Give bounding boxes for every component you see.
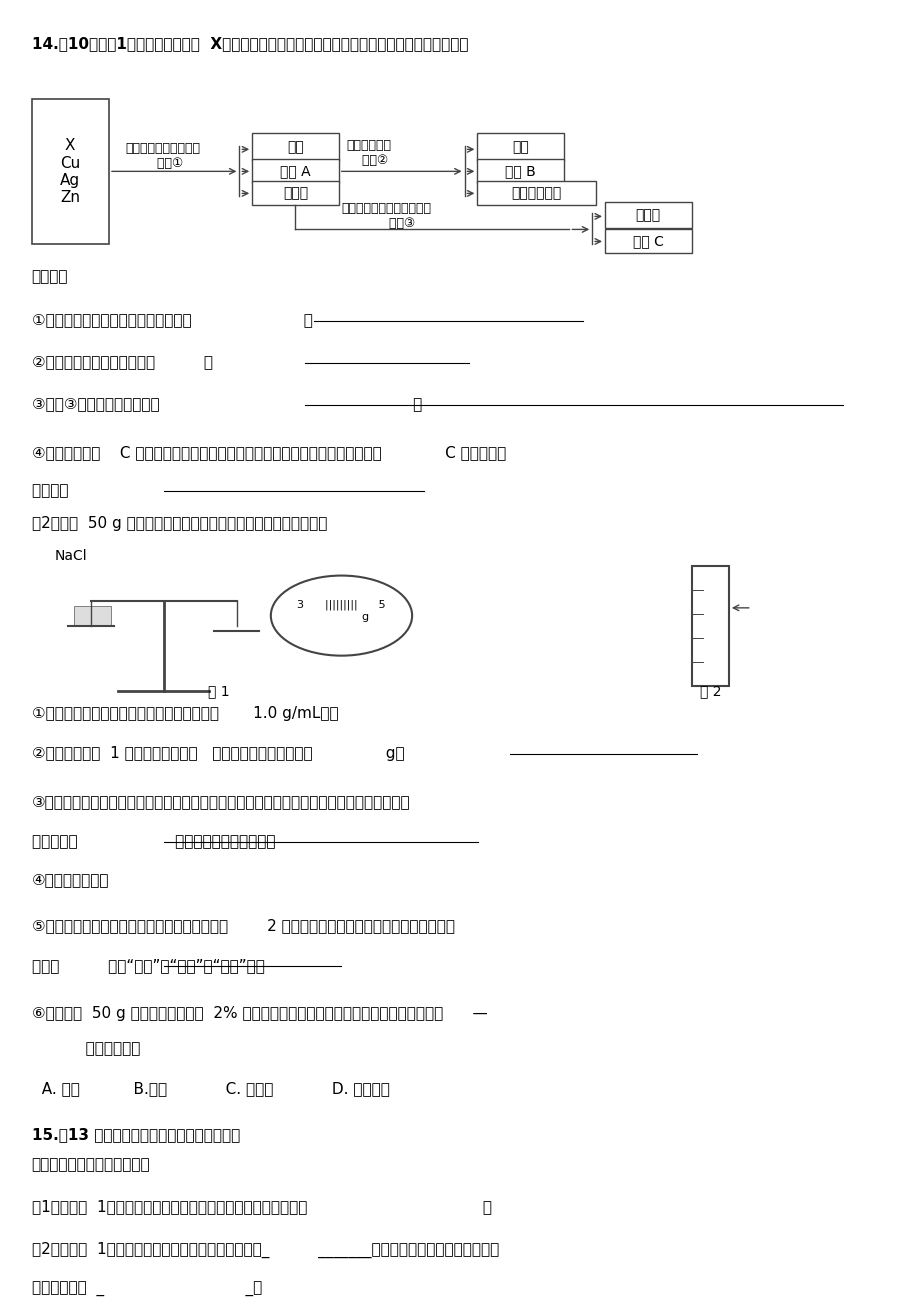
Text: （填标号）。: （填标号）。 [31, 1041, 140, 1056]
FancyBboxPatch shape [692, 566, 728, 686]
Text: 加入过量的锦
    过滤②: 加入过量的锦 过滤② [346, 139, 391, 168]
Text: 图 1: 图 1 [208, 684, 229, 697]
Text: ③溶解：把氯化钓和水全部转移到烧杯中，搔拌至氯化钓全部溶解，配得氯化钓溶液中溶质的: ③溶解：把氯化钓和水全部转移到烧杯中，搔拌至氯化钓全部溶解，配得氯化钓溶液中溶质… [31, 794, 410, 809]
Text: 气体: 气体 [512, 141, 528, 155]
Text: 15.（13 分）化学是一门以实验为基础的学科: 15.（13 分）化学是一门以实验为基础的学科 [31, 1128, 240, 1142]
Text: 固体混合物乙: 固体混合物乙 [511, 186, 562, 200]
FancyBboxPatch shape [252, 181, 338, 206]
Text: ③写出③中反应的化学方程式                                                    ；: ③写出③中反应的化学方程式 ； [31, 397, 421, 411]
Text: 滤液 B: 滤液 B [505, 164, 536, 178]
Text: 量分数          （填“偏大”、“不变”或“偏小”）。: 量分数 （填“偏大”、“不变”或“偏小”）。 [31, 959, 264, 973]
FancyBboxPatch shape [477, 133, 563, 161]
Ellipse shape [270, 575, 412, 656]
Text: 质量分数为                    （写出计算式和结果）。: 质量分数为 （写出计算式和结果）。 [31, 834, 275, 850]
Text: 固体丙: 固体丙 [635, 208, 660, 222]
Text: 加入一定质量的硫酸銀溶液
            过滤③: 加入一定质量的硫酸銀溶液 过滤③ [341, 203, 431, 230]
Text: ④为了检验滤液    C 中的溶质成分：向其中加入稀盐酸，有白色沉淠产生，则滤液             C 中一定含有: ④为了检验滤液 C 中的溶质成分：向其中加入稀盐酸，有白色沉淠产生，则滤液 C … [31, 445, 505, 459]
Text: 请回答：: 请回答： [31, 269, 68, 285]
FancyBboxPatch shape [252, 159, 338, 183]
FancyBboxPatch shape [477, 181, 596, 206]
Text: 。《实验一》常见气体的制取: 。《实验一》常见气体的制取 [31, 1158, 150, 1172]
Text: 14.（10分）（1）化学实验室要从  X、銀、铜、锦四种金属混合物中分离某贵重金属。流程如下：: 14.（10分）（1）化学实验室要从 X、銀、铜、锦四种金属混合物中分离某贵重金… [31, 36, 468, 51]
Text: 的阳离子: 的阳离子 [31, 483, 161, 498]
Text: （2）配制  50 g 一定溶质质量分数的氯化钓溶液，实验步骤如下：: （2）配制 50 g 一定溶质质量分数的氯化钓溶液，实验步骤如下： [31, 515, 326, 531]
Text: （1）若用图  1装置制取氧气，则装置中发生反应的化学方程式是                                    。: （1）若用图 1装置制取氧气，则装置中发生反应的化学方程式是 。 [31, 1200, 491, 1215]
Text: 图 2: 图 2 [699, 684, 720, 697]
Text: 固体甲: 固体甲 [282, 186, 308, 200]
Text: ④装瓶、贴标签。: ④装瓶、贴标签。 [31, 872, 108, 887]
FancyBboxPatch shape [74, 606, 110, 626]
FancyBboxPatch shape [252, 133, 338, 161]
FancyBboxPatch shape [477, 159, 563, 183]
Text: ②固体丙中一定含有的金属是          ；: ②固体丙中一定含有的金属是 ； [31, 355, 212, 369]
Text: 滤液 C: 滤液 C [632, 234, 663, 248]
Text: X
Cu
Ag
Zn: X Cu Ag Zn [60, 138, 80, 206]
Text: 化学方程式是  _                             _。: 化学方程式是 _ _。 [31, 1281, 262, 1297]
FancyBboxPatch shape [31, 99, 108, 245]
Text: （2）若用图  1装置制取二氧化碳，则在锥形瓶中盛放_          _______（填名称），装置中发生反应的: （2）若用图 1装置制取二氧化碳，则在锥形瓶中盛放_ _______（填名称），… [31, 1241, 498, 1258]
FancyBboxPatch shape [605, 203, 691, 229]
Text: ①计算：氯化钓质量和水的体积（水的密度：       1.0 g/mL）。: ①计算：氯化钓质量和水的体积（水的密度： 1.0 g/mL）。 [31, 706, 338, 721]
FancyBboxPatch shape [605, 229, 691, 254]
Text: ①四种金属的活动性顺序由强到弱的是                       ；: ①四种金属的活动性顺序由强到弱的是 ； [31, 312, 312, 328]
Text: ⑤上述实验过程中，用量筒量取水时，若按上图        2 方式进行读数，将导致所配制溶液的溶质质: ⑤上述实验过程中，用量筒量取水时，若按上图 2 方式进行读数，将导致所配制溶液的… [31, 919, 454, 933]
Text: 3      |||||||||      5
              g: 3 ||||||||| 5 g [297, 600, 385, 622]
Text: 滤液 A: 滤液 A [279, 164, 311, 178]
Text: 气体: 气体 [287, 141, 303, 155]
Text: ⑥若将上述  50 g 氯化钓溶液稀释为  2% 的氯化钓溶液，稀释过程中，不需要用到的仪器有      —: ⑥若将上述 50 g 氯化钓溶液稀释为 2% 的氯化钓溶液，稀释过程中，不需要用… [31, 1006, 487, 1021]
Text: 加入一定质量的稀硫酸
        过滤①: 加入一定质量的稀硫酸 过滤① [125, 142, 200, 170]
Text: NaCl: NaCl [54, 549, 86, 563]
Text: ②称量：如上图  1 所示（右盘无码码   ），称得的氯化钓质量为               g。: ②称量：如上图 1 所示（右盘无码码 ），称得的氯化钓质量为 g。 [31, 745, 403, 761]
Text: A. 量筒           B.漏斗            C. 玻璃棒            D. 托盘天平: A. 量筒 B.漏斗 C. 玻璃棒 D. 托盘天平 [31, 1081, 389, 1097]
